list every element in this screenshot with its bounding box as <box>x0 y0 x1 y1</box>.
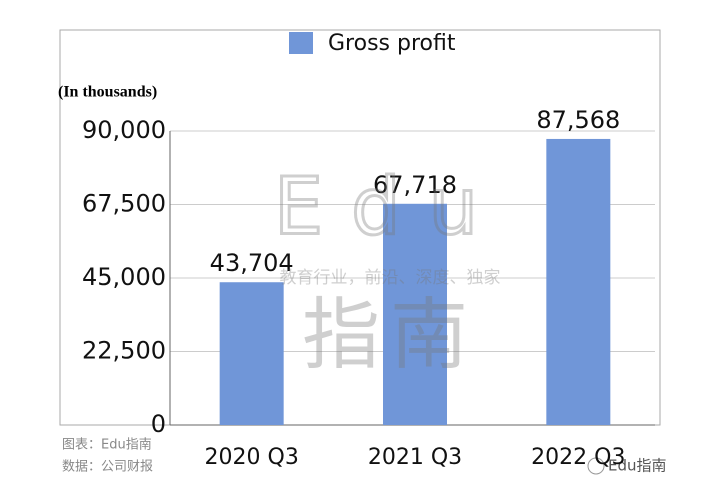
y-tick-label: 67,500 <box>82 190 166 218</box>
y-tick-label: 90,000 <box>82 116 166 144</box>
unit-note: (In thousands) <box>58 84 157 101</box>
watermark-logo: Edu <box>274 162 506 252</box>
x-tick-label: 2022 Q3 <box>531 445 625 470</box>
value-label: 87,568 <box>536 106 620 134</box>
y-tick-label: 22,500 <box>82 337 166 365</box>
legend-label: Gross profit <box>328 31 456 56</box>
watermark-slogan: 教育行业，前沿、深度、独家 <box>280 268 501 288</box>
bar <box>383 203 447 425</box>
x-tick-label: 2021 Q3 <box>368 445 462 470</box>
watermark: Edu 指南 教育行业，前沿、深度、独家 <box>272 161 506 381</box>
source-note: 数据：公司财报 <box>62 460 153 475</box>
bar <box>219 282 284 425</box>
source-note: 图表：Edu指南 <box>62 437 152 453</box>
brand: Edu指南 <box>608 457 667 475</box>
y-tick-label: 0 <box>151 410 166 438</box>
value-label: 43,704 <box>210 249 294 277</box>
legend-swatch <box>289 32 313 54</box>
watermark-logo: 指南 <box>302 290 478 380</box>
y-tick-label: 45,000 <box>82 263 166 291</box>
brand-icon <box>587 457 605 475</box>
value-label: 67,718 <box>373 171 457 199</box>
bar <box>546 138 611 426</box>
x-tick-label: 2020 Q3 <box>205 445 299 470</box>
